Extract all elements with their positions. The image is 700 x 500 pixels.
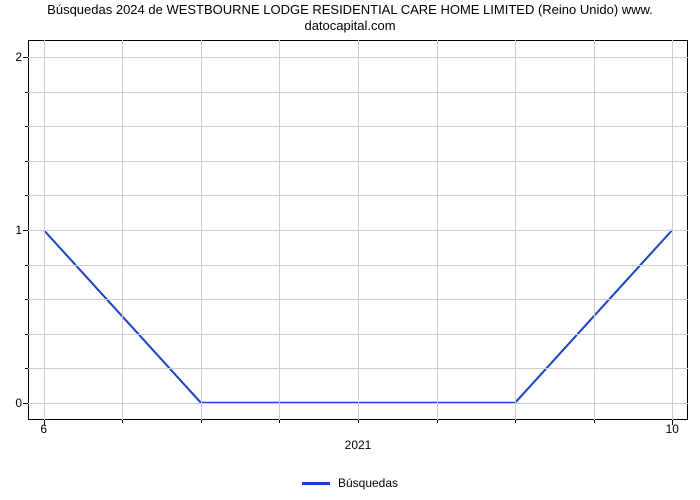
y-tick-label: 0 — [15, 396, 22, 410]
y-tick-mark — [23, 403, 28, 404]
gridline-v — [594, 40, 595, 420]
y-minor-tick-mark — [25, 126, 28, 127]
y-minor-tick-mark — [25, 161, 28, 162]
chart-title-line1: Búsquedas 2024 de WESTBOURNE LODGE RESID… — [47, 2, 653, 17]
gridline-v — [122, 40, 123, 420]
x-minor-tick-mark — [594, 420, 595, 423]
y-tick-mark — [23, 230, 28, 231]
legend-label: Búsquedas — [338, 476, 398, 490]
gridline-v — [201, 40, 202, 420]
x-minor-tick-mark — [279, 420, 280, 423]
chart-title: Búsquedas 2024 de WESTBOURNE LODGE RESID… — [0, 0, 700, 35]
y-minor-tick-mark — [25, 368, 28, 369]
legend: Búsquedas — [0, 476, 700, 490]
plot-area: 2021 012610 — [28, 40, 688, 420]
chart-title-line2: datocapital.com — [304, 18, 395, 33]
gridline-v — [44, 40, 45, 420]
x-minor-tick-mark — [358, 420, 359, 423]
y-minor-tick-mark — [25, 334, 28, 335]
x-minor-tick-mark — [515, 420, 516, 423]
gridline-v — [672, 40, 673, 420]
y-tick-label: 2 — [15, 50, 22, 64]
y-tick-label: 1 — [15, 223, 22, 237]
y-minor-tick-mark — [25, 265, 28, 266]
x-minor-tick-mark — [122, 420, 123, 423]
gridline-v — [358, 40, 359, 420]
y-minor-tick-mark — [25, 195, 28, 196]
gridline-v — [437, 40, 438, 420]
chart-container: Búsquedas 2024 de WESTBOURNE LODGE RESID… — [0, 0, 700, 500]
x-tick-mark — [44, 420, 45, 425]
y-tick-mark — [23, 57, 28, 58]
gridline-v — [279, 40, 280, 420]
y-minor-tick-mark — [25, 92, 28, 93]
legend-swatch — [302, 482, 330, 485]
x-tick-mark — [672, 420, 673, 425]
x-minor-tick-mark — [201, 420, 202, 423]
gridline-v — [515, 40, 516, 420]
x-axis-label: 2021 — [345, 438, 372, 452]
y-minor-tick-mark — [25, 299, 28, 300]
x-minor-tick-mark — [437, 420, 438, 423]
